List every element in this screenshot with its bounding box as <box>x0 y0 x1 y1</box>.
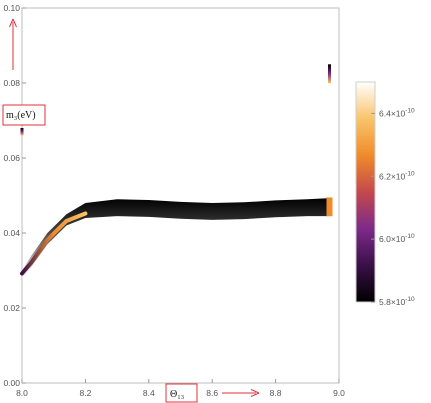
colorbar-ticks: 5.8×10-10 6.0×10-10 6.2×10-10 6.4×10-10 <box>371 107 415 307</box>
colorbar-bar <box>355 81 376 303</box>
x-axis-label: Θ₁₃ <box>170 389 184 400</box>
axis-layer: 8.0 8.2 8.4 8.6 8.8 9.0 0.00 0.02 0.04 0.06 0.08 0.… <box>3 3 345 398</box>
y-arrow-head-icon <box>9 18 17 28</box>
colorbar-tick-label: 5.8×10-10 <box>379 296 415 307</box>
isolated-point <box>20 128 24 136</box>
colorbar-tick-label: 6.0×10-10 <box>379 233 415 244</box>
x-axis-annotation: Θ₁₃ <box>165 383 260 403</box>
y-tick-label: 0.00 <box>3 378 20 388</box>
colorbar-tick-label: 6.4×10-10 <box>379 107 415 118</box>
plot-layer <box>20 64 333 278</box>
x-label-box <box>165 383 198 403</box>
x-tick-label: 8.4 <box>143 388 155 398</box>
plot-frame <box>21 7 340 384</box>
y-tick-label: 0.08 <box>3 78 20 88</box>
x-tick-label: 8.8 <box>270 388 282 398</box>
x-tick-label: 9.0 <box>333 388 345 398</box>
isolated-point <box>328 64 331 84</box>
y-tick-label: 0.10 <box>3 3 20 13</box>
x-arrow-head-icon <box>250 389 260 397</box>
density-band-end <box>326 197 333 217</box>
y-tick-label: 0.02 <box>3 303 20 313</box>
colorbar-tick-label: 6.2×10-10 <box>379 170 415 181</box>
y-tick-label: 0.06 <box>3 153 20 163</box>
colorbar: 5.8×10-10 6.0×10-10 6.2×10-10 6.4×10-10 <box>355 81 415 307</box>
x-tick-label: 8.0 <box>16 388 28 398</box>
y-label-box <box>2 104 46 126</box>
density-band-edge <box>20 211 88 276</box>
y-axis-annotation: m₃(eV) <box>2 18 46 126</box>
x-tick-label: 8.6 <box>206 388 218 398</box>
x-tick-label: 8.2 <box>79 388 91 398</box>
y-tick-label: 0.04 <box>3 228 20 238</box>
density-band <box>22 198 330 278</box>
y-axis-label: m₃(eV) <box>6 110 36 121</box>
